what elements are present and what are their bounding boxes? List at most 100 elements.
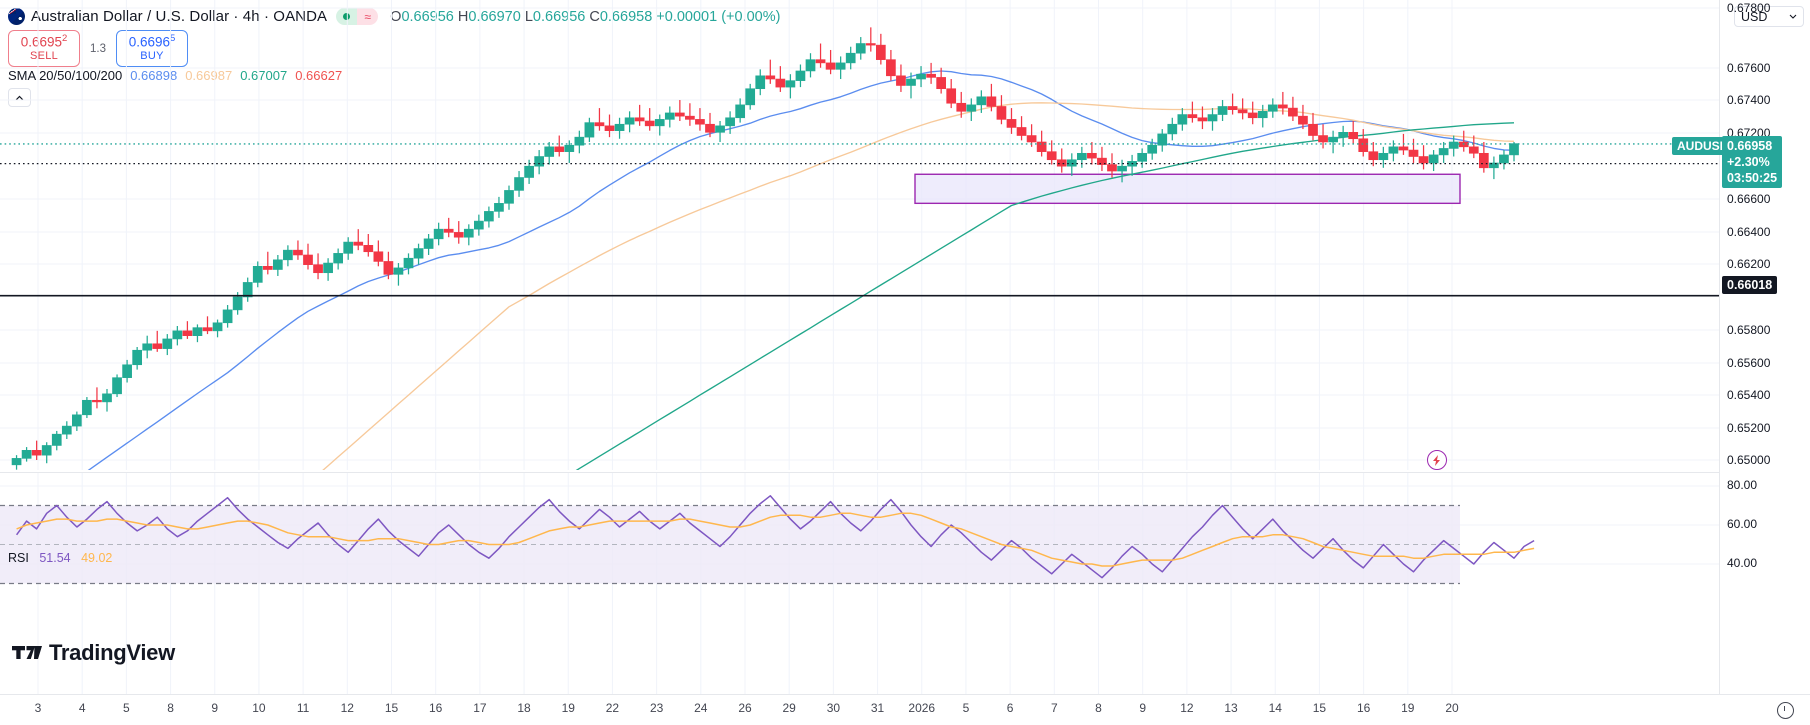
- price-tick: 0.67400: [1727, 93, 1771, 107]
- candle-body: [272, 259, 283, 270]
- candle-body: [162, 338, 173, 349]
- candle-body: [835, 62, 846, 70]
- candle-body: [82, 399, 92, 416]
- sma50-value: 0.66987: [185, 68, 233, 83]
- sma-50-line: [322, 102, 1515, 470]
- candle-body: [1006, 119, 1017, 128]
- candle-body: [504, 190, 514, 204]
- candle-body: [574, 136, 585, 146]
- time-tick: 4: [78, 701, 86, 715]
- candle-body: [936, 77, 946, 90]
- clock-icon[interactable]: [1777, 702, 1794, 719]
- sell-button[interactable]: 0.66952 SELL: [8, 30, 80, 68]
- symbol-title[interactable]: Australian Dollar / U.S. Dollar · 4h · O…: [31, 8, 328, 25]
- candle-body: [815, 59, 826, 64]
- rsi-legend-title: RSI: [8, 551, 29, 565]
- candle-body: [614, 123, 625, 131]
- candle-body: [242, 282, 253, 298]
- time-tick: 8: [167, 701, 174, 715]
- candle-body: [333, 253, 344, 264]
- candle-body: [122, 364, 132, 378]
- buy-price-fraction: 5: [170, 33, 176, 44]
- currency-selector[interactable]: USD: [1734, 6, 1804, 27]
- candle-body: [1428, 154, 1439, 164]
- candle-body: [1448, 141, 1459, 149]
- buy-button[interactable]: 0.66965 BUY: [116, 30, 188, 68]
- time-tick: 18: [517, 701, 531, 715]
- candle-body: [926, 73, 936, 78]
- candle-body: [1438, 148, 1449, 156]
- candle-body: [1318, 135, 1328, 143]
- candle-body: [21, 450, 32, 459]
- chevron-up-icon[interactable]: [8, 88, 31, 107]
- candle-body: [785, 80, 796, 88]
- sell-price-fraction: 2: [62, 33, 68, 44]
- price-tick: 0.67600: [1727, 61, 1771, 75]
- candle-body: [916, 73, 926, 80]
- candle-body: [956, 102, 967, 112]
- candle-body: [41, 445, 52, 456]
- candle-body: [976, 96, 987, 106]
- candle-body: [92, 399, 102, 403]
- candle-body: [896, 75, 906, 86]
- price-chart-svg: [0, 0, 1720, 470]
- price-tick: 0.65200: [1727, 421, 1771, 435]
- candle-body: [695, 119, 705, 125]
- candle-body: [554, 146, 565, 152]
- candle-body: [413, 248, 424, 259]
- lightning-bolt-icon[interactable]: [1427, 450, 1447, 470]
- candle-body: [1278, 104, 1288, 109]
- candle-body: [1479, 152, 1489, 169]
- candle-body: [886, 59, 896, 77]
- candle-body: [825, 62, 836, 70]
- candle-body: [805, 59, 816, 72]
- candle-body: [172, 330, 183, 340]
- candle-body: [152, 343, 163, 349]
- time-tick: 31: [870, 701, 885, 715]
- candle-body: [252, 265, 263, 283]
- supply-demand-zone[interactable]: [914, 173, 1461, 205]
- candle-body: [423, 238, 434, 249]
- candle-body: [192, 327, 203, 336]
- candle-body: [564, 144, 575, 152]
- candle-body: [594, 122, 605, 127]
- time-scale[interactable]: 3 4 5 8 9 10 11 12 15 16 17 18 19 22 23 24 26 29 30 31 2026 5…: [0, 694, 1810, 725]
- candle-body: [1489, 162, 1499, 169]
- spread-value: 1.3: [90, 42, 106, 55]
- close-value: 0.66958: [599, 8, 653, 25]
- candle-body: [1026, 135, 1037, 143]
- sma200-value: 0.66627: [295, 68, 343, 83]
- candle-body: [72, 414, 82, 427]
- price-tick: 0.65800: [1727, 323, 1771, 337]
- price-scale[interactable]: USD 0.67800 0.67600 0.67400 0.67200 0.66600 0…: [1672, 0, 1810, 725]
- price-tick: 0.65000: [1727, 453, 1771, 467]
- candle-body: [966, 104, 977, 112]
- sma-100-line: [575, 122, 1515, 470]
- rsi-legend[interactable]: RSI 51.54 49.02: [8, 551, 112, 565]
- candle-body: [303, 254, 313, 265]
- price-chart-pane[interactable]: [0, 0, 1720, 470]
- sma20-value: 0.66898: [130, 68, 178, 83]
- candle-body: [51, 433, 62, 446]
- candle-body: [996, 106, 1007, 120]
- candle-body: [132, 349, 143, 366]
- candle-body: [473, 220, 484, 230]
- rsi-ma-line: [16, 512, 1535, 567]
- rsi-tick: 40.00: [1727, 556, 1758, 570]
- candle-body: [745, 88, 756, 106]
- sell-price: 0.6695: [20, 34, 62, 50]
- sma-legend-row[interactable]: SMA 20/50/100/200 0.66898 0.66987 0.6700…: [8, 68, 342, 83]
- rsi-chart-svg: [0, 473, 1720, 695]
- candle-body: [1056, 159, 1067, 167]
- candle-body: [735, 104, 745, 119]
- candle-body: [232, 296, 243, 311]
- time-tick: 2026: [908, 701, 936, 715]
- rsi-chart-pane[interactable]: [0, 472, 1720, 695]
- candle-body: [1308, 123, 1318, 136]
- time-tick: 17: [473, 701, 487, 715]
- sma100-value: 0.67007: [240, 68, 288, 83]
- candle-body: [463, 228, 474, 238]
- time-tick: 12: [1180, 701, 1194, 715]
- candle-body: [182, 330, 193, 337]
- market-status-badge: ≈: [336, 8, 379, 25]
